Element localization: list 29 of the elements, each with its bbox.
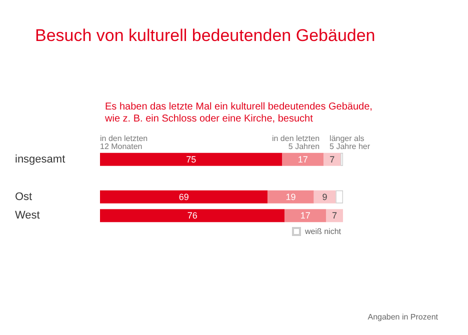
bar — [284, 209, 326, 222]
series-label: in den letzten 5 Jahren — [272, 134, 320, 151]
data-label: 75 — [186, 154, 196, 164]
series-label: länger als 5 Jahre her — [330, 134, 370, 151]
data-label: 69 — [178, 192, 189, 202]
bar — [100, 190, 268, 204]
y-tick-label: insgesamt — [15, 153, 66, 166]
bar — [268, 190, 314, 204]
legend-label: weiß nicht — [304, 227, 342, 236]
bar — [314, 190, 336, 204]
text: Angaben in Prozent — [368, 312, 439, 322]
data-label: 9 — [322, 192, 328, 202]
bar — [100, 152, 282, 166]
data-label: 17 — [298, 154, 308, 164]
chart-subtitle: Es haben das letzte Mal ein kulturell bedeutendes Gebäude, wie z. B. ein Schloss oder eine Kirche, besucht — [104, 102, 376, 124]
y-tick-label: West — [15, 210, 40, 222]
bar — [324, 152, 341, 166]
y-tick-label: Ost — [15, 190, 32, 203]
data-label: 7 — [330, 154, 335, 164]
data-label: 19 — [286, 192, 296, 202]
series-label: in den letzten 12 Monaten — [100, 134, 148, 151]
data-label: 7 — [332, 210, 338, 221]
bar — [336, 190, 343, 204]
chart-title: Besuch von kulturell bedeutenden Gebäuden — [35, 26, 376, 45]
bar — [100, 209, 285, 222]
bar — [326, 209, 343, 222]
data-label: 17 — [300, 210, 310, 221]
data-label: 76 — [187, 210, 198, 221]
bar — [282, 152, 324, 166]
